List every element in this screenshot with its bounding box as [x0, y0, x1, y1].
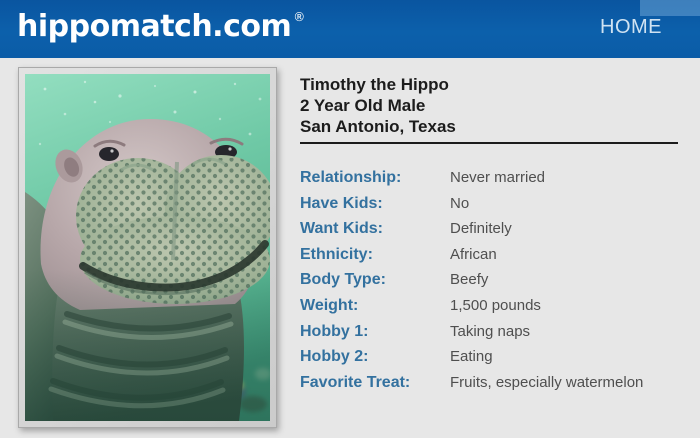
field-label: Hobby 2:	[300, 348, 369, 366]
field-label: Have Kids:	[300, 194, 383, 212]
field-row-weight: Weight: 1,500 pounds	[300, 297, 682, 323]
header-bar: hippomatch.com ® HOME	[0, 0, 700, 58]
field-label: Favorite Treat:	[300, 373, 411, 391]
profile-name-block: Timothy the Hippo 2 Year Old Male San An…	[300, 74, 682, 137]
field-row-want-kids: Want Kids: Definitely	[300, 220, 682, 246]
profile-panel: Timothy the Hippo 2 Year Old Male San An…	[300, 74, 682, 399]
field-label: Ethnicity:	[300, 245, 373, 263]
field-value: Never married	[450, 169, 546, 186]
field-row-have-kids: Have Kids: No	[300, 195, 682, 221]
field-value: Definitely	[450, 220, 512, 238]
field-row-relationship: Relationship: Never married	[300, 169, 682, 195]
field-label: Body Type:	[300, 271, 386, 289]
field-value: Beefy	[450, 271, 489, 289]
field-row-hobby-1: Hobby 1: Taking naps	[300, 323, 682, 349]
profile-age: 2 Year Old Male	[300, 96, 426, 115]
name-divider	[300, 142, 678, 144]
field-value: No	[450, 194, 470, 212]
profile-location: San Antonio, Texas	[300, 117, 456, 136]
field-value: Fruits, especially watermelon	[450, 373, 644, 391]
field-label: Relationship:	[300, 169, 402, 186]
field-value: African	[450, 245, 497, 263]
nav-home-link[interactable]: HOME	[600, 16, 662, 38]
profile-name: Timothy the Hippo	[300, 75, 449, 94]
field-row-hobby-2: Hobby 2: Eating	[300, 348, 682, 374]
field-row-ethnicity: Ethnicity: African	[300, 246, 682, 272]
site-logo-text: hippomatch.com	[17, 9, 292, 44]
profile-fields: Relationship: Never married Have Kids: N…	[300, 169, 682, 399]
header-corner-highlight	[640, 0, 700, 16]
field-value: Eating	[450, 348, 493, 366]
field-label: Want Kids:	[300, 220, 383, 238]
hippo-photo-frame	[18, 67, 277, 428]
field-row-body-type: Body Type: Beefy	[300, 271, 682, 297]
field-value: 1,500 pounds	[450, 296, 541, 314]
registered-mark: ®	[293, 10, 305, 24]
field-label: Hobby 1:	[300, 322, 369, 340]
hippo-photo	[25, 74, 270, 421]
field-label: Weight:	[300, 296, 359, 314]
field-row-favorite-treat: Favorite Treat: Fruits, especially water…	[300, 374, 682, 400]
hippo-ear	[55, 149, 83, 183]
site-logo[interactable]: hippomatch.com ®	[17, 9, 305, 44]
field-value: Taking naps	[450, 322, 531, 340]
